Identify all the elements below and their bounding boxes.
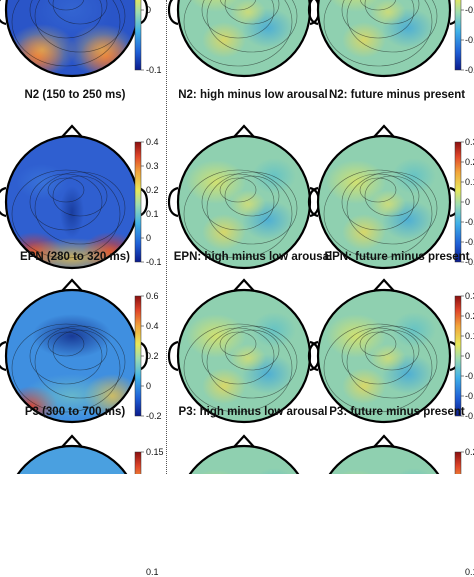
colorbar-tick-label: 0.4	[146, 137, 159, 147]
colorbar-tick-label: 0.2	[465, 447, 474, 457]
colorbar-tick-label: 0.1	[465, 331, 474, 341]
colorbar-tick-label: 0	[465, 197, 471, 207]
colorbar-tick-label: 0	[146, 381, 152, 391]
colorbar-tick-label: -0.1	[465, 5, 474, 15]
topomap-r0-c1	[167, 0, 321, 78]
colorbar-tick-label: 0.2	[465, 311, 474, 321]
colorbar-left-r0	[134, 0, 144, 71]
panel-label-r3-c0: P3 (300 to 700 ms)	[24, 406, 126, 418]
panel-label-r2-c2: EPN: future minus present	[324, 251, 470, 263]
colorbar-tick-label: 0.1	[146, 567, 159, 577]
topomap-r0-c0	[0, 0, 149, 78]
colorbar-right-r3	[454, 451, 464, 474]
colorbar-tick-label: 0.4	[146, 321, 159, 331]
colorbar-tick-label: -0.1	[146, 65, 162, 75]
topomap-r1-c0	[0, 124, 149, 270]
panel-label-r1-c1: N2: high minus low arousal	[178, 89, 328, 101]
colorbar-right-r2	[454, 295, 464, 417]
colorbar-tick-label: 0.3	[146, 161, 159, 171]
topomap-r0-c2	[307, 0, 461, 78]
colorbar-tick-label: -0.1	[465, 371, 474, 381]
panel-label-r2-c0: EPN (280 to 320 ms)	[20, 251, 130, 263]
panel-label-r3-c2: P3: future minus present	[329, 406, 465, 418]
topomap-r2-c2	[307, 278, 461, 424]
colorbar-right-r1	[454, 141, 464, 263]
colorbar-tick-label: 0.15	[146, 447, 164, 457]
colorbar-tick-label: -0.2	[465, 391, 474, 401]
colorbar-left-r2	[134, 295, 144, 417]
topomap-r3-c0	[6, 434, 138, 474]
colorbar-tick-label: 0.1	[146, 209, 159, 219]
colorbar-tick-label: -0.3	[465, 257, 474, 267]
topomap-r3-c2	[318, 434, 450, 474]
colorbar-tick-label: 0	[465, 351, 471, 361]
colorbar-tick-label: 0.2	[465, 157, 474, 167]
panel-label-r2-c1: EPN: high minus low arousal	[173, 251, 333, 263]
colorbar-tick-label: -0.2	[146, 411, 162, 421]
panel-label-r1-c2: N2: future minus present	[328, 89, 466, 101]
colorbar-left-r1	[134, 141, 144, 263]
colorbar-tick-label: 0.3	[465, 137, 474, 147]
colorbar-tick-label: -0.3	[465, 411, 474, 421]
colorbar-left-r3	[134, 451, 144, 474]
column-divider	[166, 0, 167, 474]
colorbar-tick-label: -0.1	[146, 257, 162, 267]
colorbar-tick-label: 0.1	[465, 177, 474, 187]
panel-label-r3-c1: P3: high minus low arousal	[178, 406, 328, 418]
colorbar-tick-label: -0.1	[465, 217, 474, 227]
topomap-r2-c1	[167, 278, 321, 424]
topomap-r3-c1	[178, 434, 310, 474]
colorbar-tick-label: 0.3	[465, 291, 474, 301]
colorbar-tick-label: -0.2	[465, 35, 474, 45]
panel-label-r1-c0: N2 (150 to 250 ms)	[24, 89, 126, 101]
colorbar-tick-label: 0	[146, 233, 152, 243]
topomap-canvas	[0, 0, 464, 474]
colorbar-tick-label: 0.2	[146, 185, 159, 195]
colorbar-right-r0	[454, 0, 464, 71]
colorbar-tick-label: 0.1	[465, 567, 474, 577]
topomap-r1-c2	[307, 124, 461, 270]
colorbar-tick-label: 0.6	[146, 291, 159, 301]
colorbar-tick-label: 0.2	[146, 351, 159, 361]
topomap-r1-c1	[167, 124, 321, 270]
colorbar-tick-label: -0.3	[465, 65, 474, 75]
colorbar-tick-label: 0	[146, 5, 152, 15]
colorbar-tick-label: -0.2	[465, 237, 474, 247]
